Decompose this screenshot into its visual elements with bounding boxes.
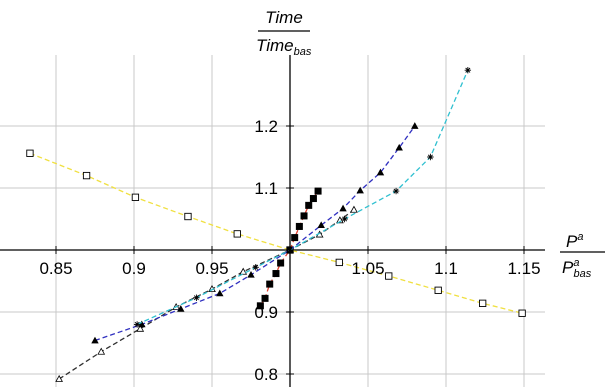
data-point [305, 201, 313, 209]
x-tick-label: 0.95 [195, 259, 228, 278]
y-tick-label: 0.8 [254, 365, 278, 384]
x-tick-label: 0.9 [122, 259, 146, 278]
data-point [131, 193, 140, 201]
data-point [427, 153, 434, 161]
data-point [177, 305, 185, 312]
data-point [256, 302, 264, 310]
x-axis-label: Pa Pa bas [560, 231, 605, 280]
data-point [291, 234, 299, 242]
x-tick-label: 1.05 [351, 259, 384, 278]
x-label-denominator: Pa bas [562, 257, 592, 280]
series-1 [26, 149, 526, 317]
data-point [277, 259, 285, 267]
x-tick-label: 1.1 [434, 259, 458, 278]
data-point [464, 67, 472, 74]
data-point [336, 216, 344, 224]
data-point [392, 187, 400, 195]
data-point [261, 294, 269, 302]
data-point [233, 230, 241, 238]
data-point [252, 264, 259, 271]
series-line [58, 209, 355, 380]
data-point [317, 221, 325, 229]
data-point [376, 168, 385, 176]
y-axis-label: Time Timebas [256, 8, 312, 58]
x-label-numerator: Pa [566, 231, 583, 251]
data-point [239, 267, 248, 275]
y-label-denominator: Timebas [256, 36, 312, 58]
axes [0, 55, 545, 387]
data-point [247, 270, 255, 278]
data-point [216, 289, 224, 297]
data-point [309, 195, 317, 203]
series-line [136, 69, 469, 325]
grid [0, 55, 545, 387]
tick-labels: 0.85 0.9 0.95 1.05 1.1 1.15 0.8 0.9 1.1 1.2 [39, 117, 540, 384]
series-line [94, 125, 416, 342]
data-point [339, 204, 347, 212]
data-point [97, 347, 106, 355]
series-4 [91, 122, 419, 344]
data-point [385, 272, 393, 280]
y-label-numerator: Time [265, 8, 303, 27]
data-point [184, 212, 192, 221]
y-tick-label: 0.9 [254, 303, 278, 322]
data-point [335, 258, 343, 267]
data-point [82, 171, 91, 180]
x-tick-label: 0.85 [39, 259, 72, 278]
data-point [518, 309, 526, 317]
series-layer [26, 67, 526, 382]
data-point [341, 215, 348, 223]
data-point [55, 374, 63, 382]
data-point [356, 186, 364, 194]
data-point [395, 143, 403, 151]
data-point [411, 122, 419, 129]
y-tick-label: 1.2 [254, 117, 278, 136]
data-point [26, 149, 34, 157]
data-point [266, 280, 274, 288]
data-point [91, 336, 99, 344]
data-point [314, 187, 322, 195]
y-tick-label: 1.1 [254, 179, 278, 198]
data-point [286, 246, 294, 254]
data-point [136, 324, 145, 332]
data-point [479, 299, 487, 307]
series-line [29, 152, 523, 314]
x-tick-label: 1.15 [507, 259, 540, 278]
data-point [300, 212, 308, 220]
data-point [295, 222, 303, 230]
data-point [434, 286, 442, 294]
series-5 [133, 67, 472, 328]
data-point [272, 270, 280, 278]
data-point [350, 205, 358, 213]
data-point [193, 294, 200, 301]
data-point [133, 321, 141, 328]
series-3 [256, 187, 322, 310]
